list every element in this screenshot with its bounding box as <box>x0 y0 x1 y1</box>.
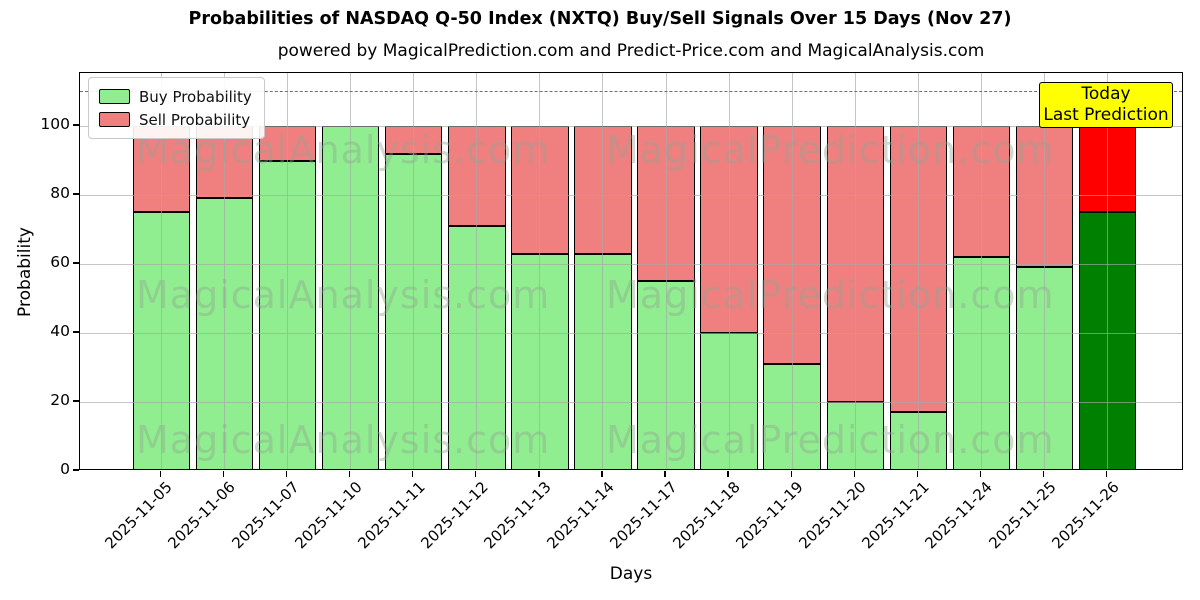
y-tick-mark-20 <box>73 400 79 402</box>
legend-item-buy: Buy Probability <box>99 85 252 108</box>
gridline-x-2025-11-21 <box>917 73 919 469</box>
x-tick-mark-2025-11-13 <box>538 471 540 477</box>
legend: Buy Probability Sell Probability <box>88 77 265 139</box>
x-tick-mark-2025-11-06 <box>222 471 225 477</box>
gridline-x-2025-11-25 <box>1044 73 1046 469</box>
today-annotation-line2: Last Prediction <box>1043 105 1169 125</box>
x-tick-mark-2025-11-26 <box>1105 471 1108 477</box>
y-tick-label-40: 40 <box>50 322 70 340</box>
x-tick-mark-2025-11-10 <box>348 471 351 477</box>
y-tick-mark-100 <box>73 124 79 126</box>
chart-title: Probabilities of NASDAQ Q-50 Index (NXTQ… <box>188 9 1012 29</box>
gridline-x-2025-11-17 <box>665 73 667 469</box>
gridline-y-40 <box>80 332 1182 334</box>
x-tick-mark-2025-11-20 <box>853 471 855 477</box>
legend-buy-label: Buy Probability <box>139 87 252 106</box>
x-tick-mark-2025-11-21 <box>916 471 919 477</box>
gridline-x-2025-11-12 <box>476 73 478 469</box>
y-axis-label: Probability <box>15 227 35 317</box>
gridline-y-60 <box>80 263 1182 265</box>
y-tick-mark-60 <box>73 262 79 264</box>
x-tick-mark-2025-11-25 <box>1042 471 1045 477</box>
gridline-x-2025-11-05 <box>160 73 162 469</box>
dashed-threshold-line <box>80 90 1182 92</box>
y-tick-label-60: 60 <box>50 253 70 271</box>
x-axis-label: Days <box>609 564 653 584</box>
sell-probability-swatch <box>99 112 130 127</box>
chart-subtitle: powered by MagicalPrediction.com and Pre… <box>277 41 985 61</box>
x-tick-mark-2025-11-18 <box>727 471 729 477</box>
buy-probability-swatch <box>99 89 130 104</box>
gridline-y-100 <box>80 125 1182 127</box>
y-tick-label-100: 100 <box>40 115 70 133</box>
x-tick-mark-2025-11-17 <box>664 471 666 477</box>
today-annotation-line1: Today <box>1081 84 1131 104</box>
legend-item-sell: Sell Probability <box>99 108 252 131</box>
gridline-x-2025-11-24 <box>980 73 982 469</box>
gridline-x-2025-11-07 <box>287 73 289 469</box>
gridline-x-2025-11-19 <box>791 73 793 469</box>
gridline-x-2025-11-18 <box>728 73 730 469</box>
gridline-x-2025-11-10 <box>350 73 352 469</box>
x-tick-mark-2025-11-19 <box>790 471 792 477</box>
gridline-y-20 <box>80 401 1182 403</box>
y-tick-label-80: 80 <box>50 184 70 202</box>
gridline-x-2025-11-13 <box>539 73 541 469</box>
y-tick-label-0: 0 <box>60 460 70 478</box>
x-tick-mark-2025-11-24 <box>979 471 982 477</box>
gridline-x-2025-11-14 <box>602 73 604 469</box>
x-tick-mark-2025-11-11 <box>412 471 414 477</box>
gridline-x-2025-11-20 <box>854 73 856 469</box>
gridline-y-80 <box>80 194 1182 196</box>
x-tick-mark-2025-11-14 <box>601 471 603 477</box>
y-tick-mark-40 <box>73 331 79 333</box>
y-tick-label-20: 20 <box>50 391 70 409</box>
x-tick-mark-2025-11-05 <box>159 471 162 477</box>
gridline-x-2025-11-06 <box>223 73 225 469</box>
legend-sell-label: Sell Probability <box>139 110 251 129</box>
x-tick-mark-2025-11-12 <box>475 471 477 477</box>
x-tick-mark-2025-11-07 <box>285 471 288 477</box>
y-tick-mark-0 <box>73 469 79 471</box>
today-annotation: Today Last Prediction <box>1039 82 1173 128</box>
y-tick-mark-80 <box>73 193 79 195</box>
gridline-x-2025-11-11 <box>413 73 415 469</box>
gridline-x-2025-11-26 <box>1107 73 1109 469</box>
